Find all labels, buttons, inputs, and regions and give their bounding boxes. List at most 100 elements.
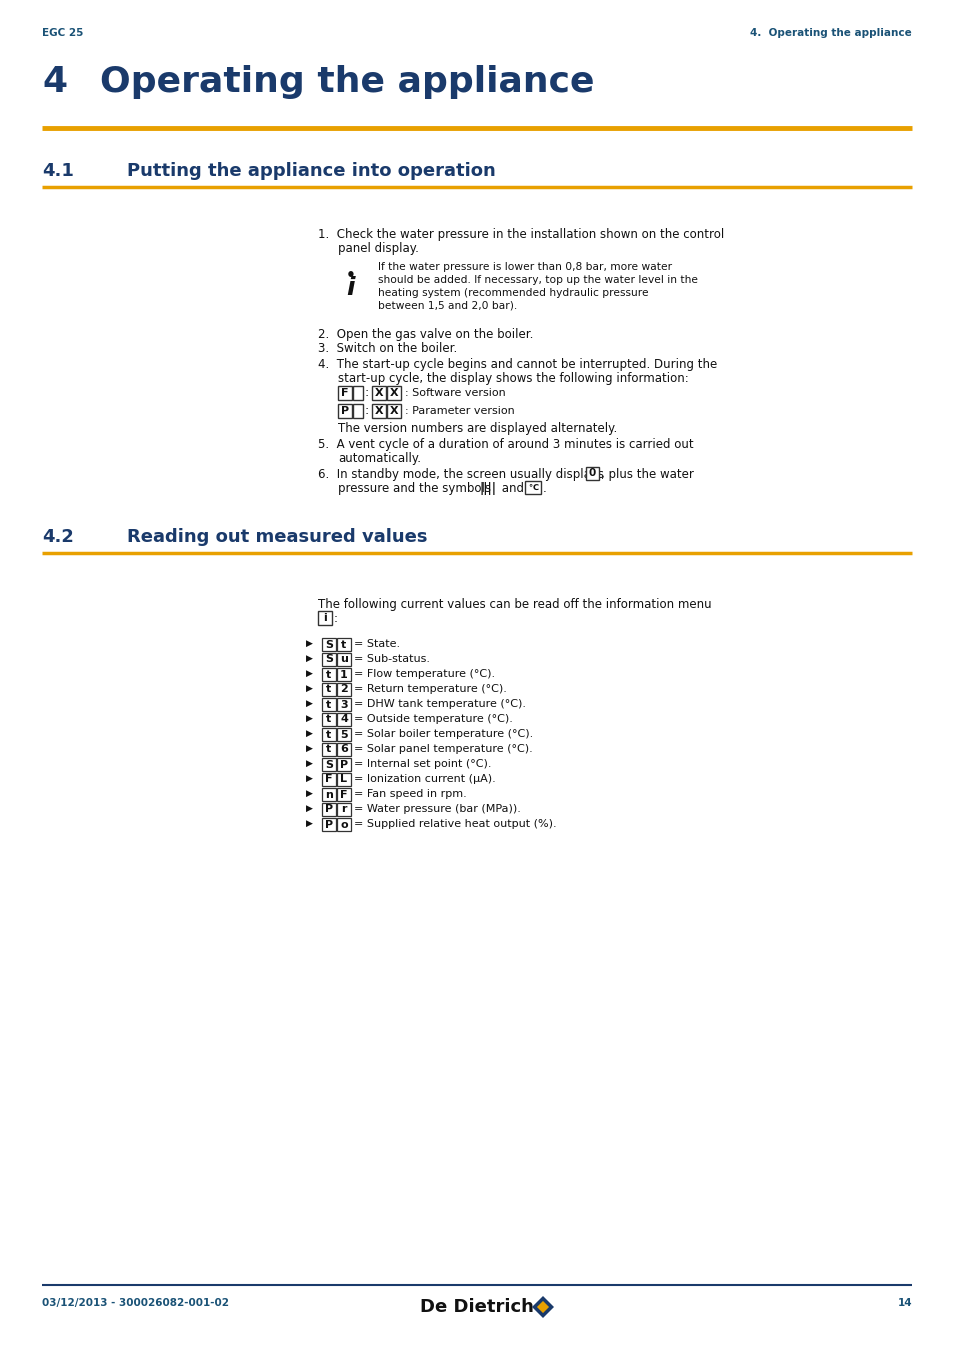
Text: X: X bbox=[389, 406, 398, 416]
Text: 14: 14 bbox=[897, 1297, 911, 1308]
Text: ▶: ▶ bbox=[306, 639, 313, 648]
Text: P: P bbox=[325, 805, 333, 814]
Text: ▶: ▶ bbox=[306, 714, 313, 724]
Polygon shape bbox=[532, 1296, 554, 1318]
Text: = State.: = State. bbox=[354, 639, 399, 649]
FancyBboxPatch shape bbox=[336, 774, 351, 786]
Text: automatically.: automatically. bbox=[337, 452, 420, 464]
Text: o: o bbox=[340, 819, 348, 829]
Text: 6.  In standby mode, the screen usually displays: 6. In standby mode, the screen usually d… bbox=[317, 468, 603, 481]
Text: t: t bbox=[326, 699, 332, 710]
Text: F: F bbox=[341, 387, 349, 398]
Text: i: i bbox=[323, 613, 327, 622]
Text: X: X bbox=[375, 406, 383, 416]
Text: EGC 25: EGC 25 bbox=[42, 28, 83, 38]
Text: Operating the appliance: Operating the appliance bbox=[100, 65, 594, 99]
Text: t: t bbox=[326, 729, 332, 740]
FancyBboxPatch shape bbox=[387, 386, 400, 400]
Text: ▶: ▶ bbox=[306, 684, 313, 693]
FancyBboxPatch shape bbox=[322, 803, 335, 815]
Text: 2: 2 bbox=[340, 684, 348, 694]
Text: = Water pressure (bar (MPa)).: = Water pressure (bar (MPa)). bbox=[354, 805, 520, 814]
Text: S: S bbox=[325, 760, 333, 770]
Text: •: • bbox=[346, 269, 355, 284]
Text: .: . bbox=[542, 482, 546, 495]
FancyBboxPatch shape bbox=[336, 743, 351, 756]
Text: ▶: ▶ bbox=[306, 729, 313, 738]
FancyBboxPatch shape bbox=[322, 683, 335, 697]
Text: u: u bbox=[339, 655, 348, 664]
FancyBboxPatch shape bbox=[322, 788, 335, 801]
Text: ▶: ▶ bbox=[306, 670, 313, 678]
Text: S: S bbox=[325, 640, 333, 649]
FancyBboxPatch shape bbox=[322, 713, 335, 726]
FancyBboxPatch shape bbox=[585, 467, 598, 481]
Text: ▶: ▶ bbox=[306, 699, 313, 707]
Text: = Return temperature (°C).: = Return temperature (°C). bbox=[354, 684, 506, 694]
Text: i: i bbox=[346, 275, 355, 300]
Text: F: F bbox=[325, 775, 333, 784]
Polygon shape bbox=[537, 1301, 549, 1314]
Text: Reading out measured values: Reading out measured values bbox=[127, 528, 427, 545]
Text: ▶: ▶ bbox=[306, 744, 313, 753]
Text: 5: 5 bbox=[340, 729, 348, 740]
FancyBboxPatch shape bbox=[322, 728, 335, 741]
Text: = Ionization current (μA).: = Ionization current (μA). bbox=[354, 774, 496, 784]
FancyBboxPatch shape bbox=[387, 404, 400, 418]
Text: ▶: ▶ bbox=[306, 819, 313, 828]
FancyBboxPatch shape bbox=[322, 668, 335, 680]
Text: 4: 4 bbox=[339, 714, 348, 725]
FancyBboxPatch shape bbox=[336, 757, 351, 771]
Text: heating system (recommended hydraulic pressure: heating system (recommended hydraulic pr… bbox=[377, 288, 648, 298]
FancyBboxPatch shape bbox=[322, 653, 335, 666]
Text: F: F bbox=[340, 790, 348, 799]
Text: and: and bbox=[497, 482, 523, 495]
Text: = Outside temperature (°C).: = Outside temperature (°C). bbox=[354, 714, 513, 724]
FancyBboxPatch shape bbox=[336, 803, 351, 815]
Text: = Solar boiler temperature (°C).: = Solar boiler temperature (°C). bbox=[354, 729, 533, 738]
FancyBboxPatch shape bbox=[336, 668, 351, 680]
Text: 5.  A vent cycle of a duration of around 3 minutes is carried out: 5. A vent cycle of a duration of around … bbox=[317, 437, 693, 451]
FancyBboxPatch shape bbox=[322, 698, 335, 711]
FancyBboxPatch shape bbox=[322, 757, 335, 771]
FancyBboxPatch shape bbox=[353, 404, 363, 418]
Text: panel display.: panel display. bbox=[337, 242, 418, 255]
Text: : Software version: : Software version bbox=[405, 387, 505, 398]
FancyBboxPatch shape bbox=[337, 386, 352, 400]
FancyBboxPatch shape bbox=[336, 788, 351, 801]
Text: start-up cycle, the display shows the following information:: start-up cycle, the display shows the fo… bbox=[337, 373, 688, 385]
Text: = Flow temperature (°C).: = Flow temperature (°C). bbox=[354, 670, 495, 679]
Text: De Dietrich: De Dietrich bbox=[419, 1297, 534, 1316]
Text: 4.  Operating the appliance: 4. Operating the appliance bbox=[749, 28, 911, 38]
Text: 1.  Check the water pressure in the installation shown on the control: 1. Check the water pressure in the insta… bbox=[317, 228, 723, 242]
Text: 3.  Switch on the boiler.: 3. Switch on the boiler. bbox=[317, 342, 456, 355]
FancyBboxPatch shape bbox=[322, 818, 335, 832]
FancyBboxPatch shape bbox=[322, 639, 335, 651]
Text: ▶: ▶ bbox=[306, 759, 313, 768]
Text: r: r bbox=[341, 805, 346, 814]
FancyBboxPatch shape bbox=[322, 774, 335, 786]
Text: Putting the appliance into operation: Putting the appliance into operation bbox=[127, 162, 496, 180]
FancyBboxPatch shape bbox=[317, 612, 332, 625]
Text: S: S bbox=[325, 655, 333, 664]
Text: 4.  The start-up cycle begins and cannot be interrupted. During the: 4. The start-up cycle begins and cannot … bbox=[317, 358, 717, 371]
Text: X: X bbox=[375, 387, 383, 398]
Text: X: X bbox=[389, 387, 398, 398]
Text: ||||: |||| bbox=[479, 482, 497, 495]
Text: t: t bbox=[326, 684, 332, 694]
FancyBboxPatch shape bbox=[336, 639, 351, 651]
Text: P: P bbox=[340, 406, 349, 416]
Text: :: : bbox=[365, 386, 369, 400]
Text: If the water pressure is lower than 0,8 bar, more water: If the water pressure is lower than 0,8 … bbox=[377, 262, 672, 271]
Text: pressure and the symbols: pressure and the symbols bbox=[337, 482, 491, 495]
Text: t: t bbox=[341, 640, 346, 649]
Text: t: t bbox=[326, 714, 332, 725]
Text: 4.1: 4.1 bbox=[42, 162, 73, 180]
Text: P: P bbox=[339, 760, 348, 770]
Text: between 1,5 and 2,0 bar).: between 1,5 and 2,0 bar). bbox=[377, 301, 517, 310]
Text: 03/12/2013 - 300026082-001-02: 03/12/2013 - 300026082-001-02 bbox=[42, 1297, 229, 1308]
Text: should be added. If necessary, top up the water level in the: should be added. If necessary, top up th… bbox=[377, 275, 698, 285]
FancyBboxPatch shape bbox=[372, 404, 386, 418]
Text: 3: 3 bbox=[340, 699, 348, 710]
Text: ▶: ▶ bbox=[306, 774, 313, 783]
